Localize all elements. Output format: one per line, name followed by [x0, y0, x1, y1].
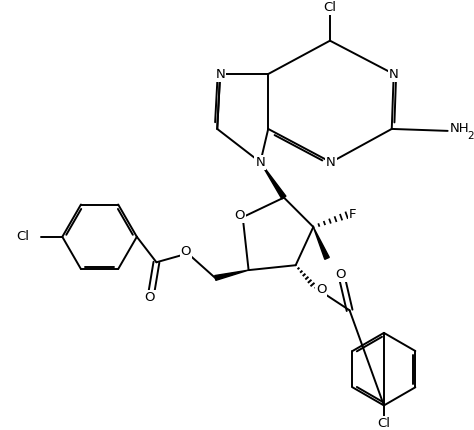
Text: O: O [181, 245, 191, 258]
Polygon shape [260, 162, 286, 199]
Text: O: O [235, 209, 245, 222]
Text: Cl: Cl [17, 230, 29, 243]
Text: Cl: Cl [377, 417, 391, 430]
Text: O: O [316, 283, 327, 296]
Polygon shape [313, 227, 329, 259]
Text: Cl: Cl [323, 1, 337, 14]
Text: N: N [215, 68, 225, 80]
Text: N: N [255, 156, 265, 169]
Polygon shape [215, 270, 248, 280]
Text: N: N [326, 156, 336, 169]
Text: N: N [389, 68, 399, 80]
Text: O: O [144, 291, 155, 304]
Text: 2: 2 [467, 131, 474, 141]
Text: NH: NH [450, 123, 469, 135]
Text: F: F [349, 208, 356, 221]
Text: O: O [336, 267, 346, 280]
